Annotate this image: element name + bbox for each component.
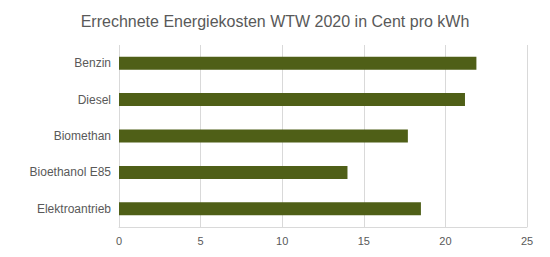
svg-text:25: 25 (521, 235, 533, 247)
svg-text:Biomethan: Biomethan (54, 129, 111, 143)
svg-text:15: 15 (358, 235, 370, 247)
svg-text:Errechnete Energiekosten WTW 2: Errechnete Energiekosten WTW 2020 in Cen… (81, 13, 470, 30)
svg-text:Benzin: Benzin (74, 56, 111, 70)
svg-text:Bioethanol E85: Bioethanol E85 (30, 165, 112, 179)
svg-text:10: 10 (276, 235, 288, 247)
svg-text:5: 5 (198, 235, 204, 247)
svg-text:Diesel: Diesel (78, 93, 111, 107)
svg-text:Elektroantrieb: Elektroantrieb (37, 202, 111, 216)
svg-text:0: 0 (116, 235, 122, 247)
svg-text:20: 20 (439, 235, 451, 247)
